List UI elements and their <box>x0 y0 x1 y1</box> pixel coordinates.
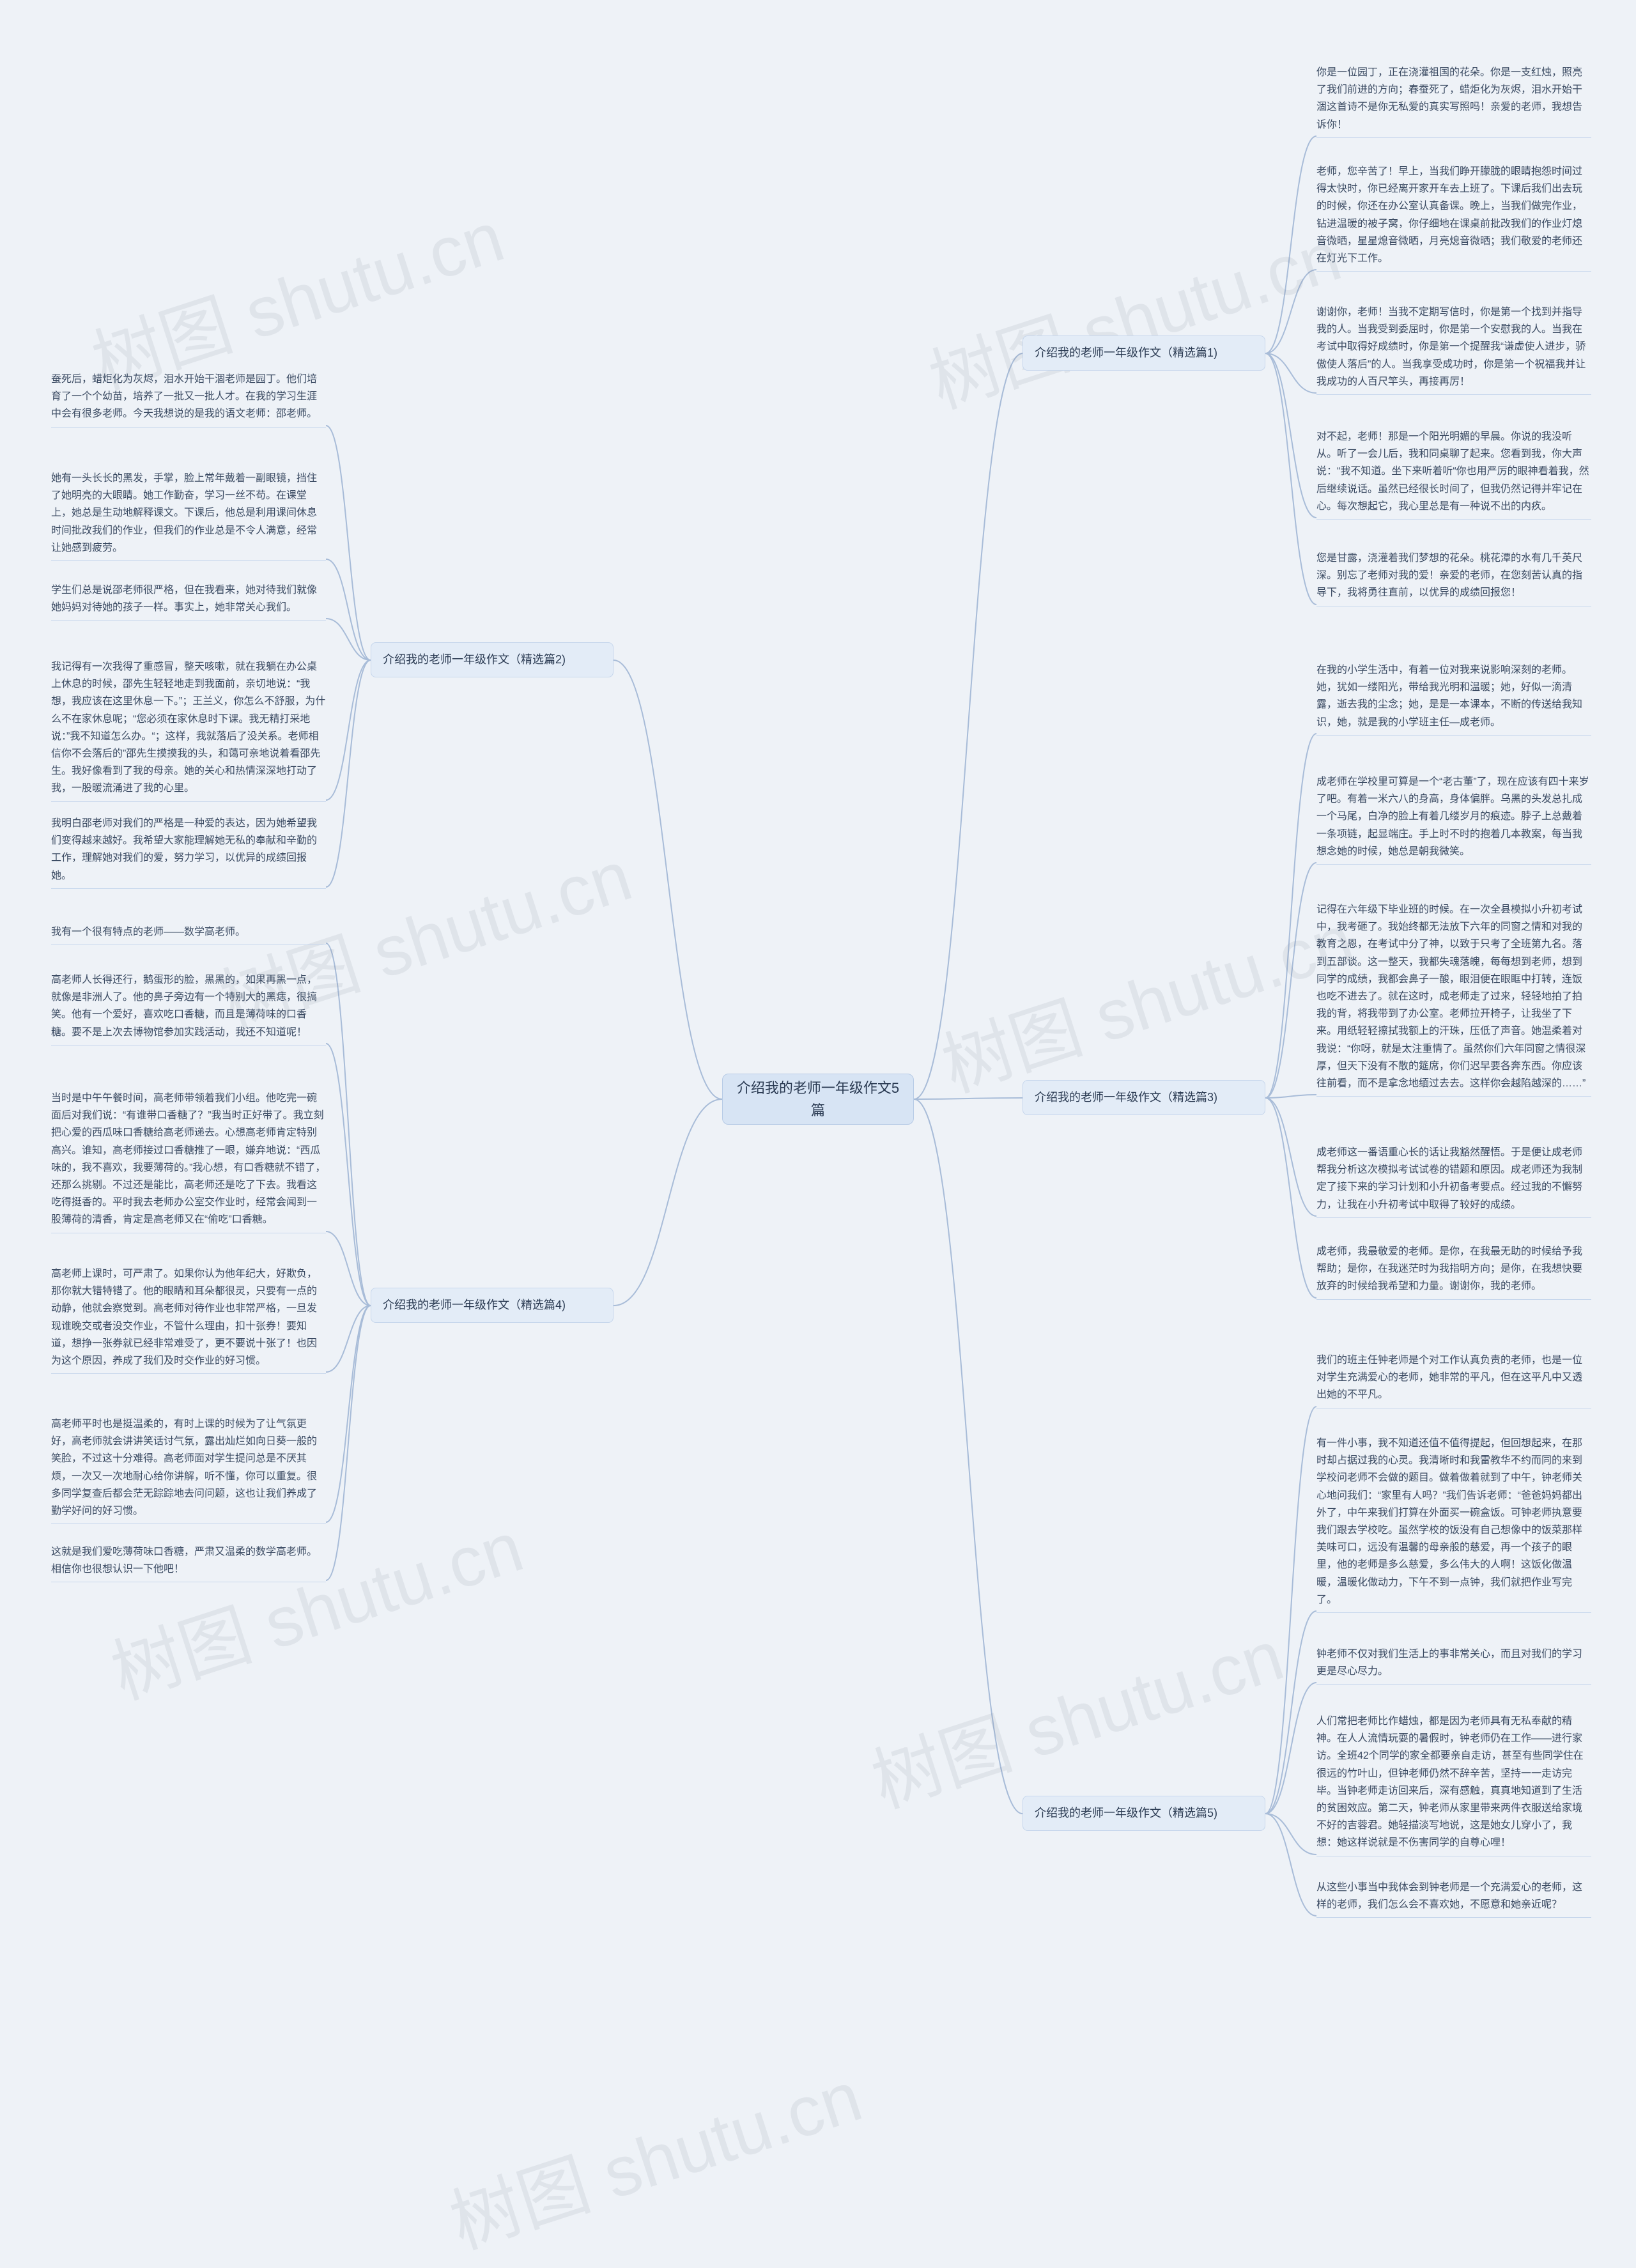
edge <box>1265 353 1316 605</box>
center-node: 介绍我的老师一年级作文5篇 <box>722 1074 914 1125</box>
leaf-node: 当时是中午午餐时间，高老师带领着我们小组。他吃完一碗面后对我们说：“有谁带口香糖… <box>51 1090 326 1233</box>
leaf-node: 您是甘露，浇灌着我们梦想的花朵。桃花潭的水有几千英尺深。别忘了老师对我的爱！亲爱… <box>1316 550 1591 606</box>
branch-node: 介绍我的老师一年级作文（精选篇4) <box>371 1288 614 1323</box>
edge <box>1265 1683 1316 1814</box>
edge <box>1265 353 1316 518</box>
edge <box>326 660 371 887</box>
branch-label: 介绍我的老师一年级作文（精选篇3) <box>1035 1088 1217 1107</box>
leaf-text: 高老师人长得还行，鹅蛋形的脸，黑黑的，如果再黑一点，就像是非洲人了。他的鼻子旁边… <box>51 975 317 1038</box>
leaf-text: 在我的小学生活中，有着一位对我来说影响深刻的老师。她，犹如一缕阳光，带给我光明和… <box>1316 665 1582 728</box>
leaf-text: 记得在六年级下毕业班的时候。在一次全县模拟小升初考试中，我考砸了。我始终都无法放… <box>1316 904 1586 1089</box>
leaf-node: 成老师，我最敬爱的老师。是你，在我最无助的时候给予我帮助；是你，在我迷茫时为我指… <box>1316 1243 1591 1300</box>
branch-label: 介绍我的老师一年级作文（精选篇2) <box>383 651 566 669</box>
leaf-text: 成老师，我最敬爱的老师。是你，在我最无助的时候给予我帮助；是你，在我迷茫时为我指… <box>1316 1246 1582 1292</box>
leaf-text: 我记得有一次我得了重感冒，整天咳嗽，就在我躺在办公桌上休息的时候，邵先生轻轻地走… <box>51 661 325 794</box>
edge <box>326 1306 371 1580</box>
leaf-text: 学生们总是说邵老师很严格，但在我看来，她对待我们就像她妈妈对待她的孩子一样。事实… <box>51 585 317 613</box>
leaf-text: 当时是中午午餐时间，高老师带领着我们小组。他吃完一碗面后对我们说：“有谁带口香糖… <box>51 1093 325 1225</box>
leaf-text: 我明白邵老师对我们的严格是一种爱的表达，因为她希望我们变得越来越好。我希望大家能… <box>51 818 317 881</box>
leaf-text: 老师，您辛苦了！早上，当我们睁开朦胧的眼睛抱怨时间过得太快时，你已经离开家开车去… <box>1316 166 1582 264</box>
watermark: 树图 shutu.cn <box>915 199 1352 428</box>
leaf-node: 我记得有一次我得了重感冒，整天咳嗽，就在我躺在办公桌上休息的时候，邵先生轻轻地走… <box>51 658 326 802</box>
leaf-node: 学生们总是说邵老师很严格，但在我看来，她对待我们就像她妈妈对待她的孩子一样。事实… <box>51 582 326 621</box>
leaf-node: 谢谢你，老师！当我不定期写信时，你是第一个找到并指导我的人。当我受到委屈时，你是… <box>1316 304 1591 395</box>
edge <box>326 1306 371 1372</box>
edge <box>1265 1611 1316 1814</box>
leaf-node: 她有一头长长的黑发，手掌，脸上常年戴着一副眼镜，挡住了她明亮的大眼睛。她工作勤奋… <box>51 470 326 561</box>
leaf-node: 高老师人长得还行，鹅蛋形的脸，黑黑的，如果再黑一点，就像是非洲人了。他的鼻子旁边… <box>51 971 326 1045</box>
edge <box>1265 863 1316 1098</box>
leaf-node: 蚕死后，蜡炬化为灰烬，泪水开始干涸老师是园丁。他们培育了一个个幼苗，培养了一批又… <box>51 371 326 428</box>
leaf-text: 这就是我们爱吃薄荷味口香糖，严肃又温柔的数学高老师。相信你也很想认识一下他吧！ <box>51 1547 317 1575</box>
branch-node: 介绍我的老师一年级作文（精选篇5) <box>1022 1796 1265 1831</box>
watermark: 树图 shutu.cn <box>858 1598 1294 1827</box>
leaf-node: 有一件小事，我不知道还值不值得提起，但回想起来，在那时却占据过我的心灵。我清晰时… <box>1316 1435 1591 1613</box>
leaf-text: 成老师这一番语重心长的话让我豁然醒悟。于是便让成老师帮我分析这次模拟考试试卷的错… <box>1316 1147 1582 1210</box>
leaf-text: 钟老师不仅对我们生活上的事非常关心，而且对我们的学习更是尽心尽力。 <box>1316 1649 1582 1677</box>
leaf-node: 在我的小学生活中，有着一位对我来说影响深刻的老师。她，犹如一缕阳光，带给我光明和… <box>1316 661 1591 736</box>
edge <box>326 1231 371 1306</box>
leaf-node: 高老师平时也是挺温柔的，有时上课的时候为了让气氛更好，高老师就会讲讲笑话讨气氛，… <box>51 1416 326 1524</box>
leaf-text: 高老师平时也是挺温柔的，有时上课的时候为了让气氛更好，高老师就会讲讲笑话讨气氛，… <box>51 1419 317 1516</box>
edge <box>1265 1407 1316 1814</box>
leaf-text: 她有一头长长的黑发，手掌，脸上常年戴着一副眼镜，挡住了她明亮的大眼睛。她工作勤奋… <box>51 473 317 553</box>
leaf-text: 您是甘露，浇灌着我们梦想的花朵。桃花潭的水有几千英尺深。别忘了老师对我的爱！亲爱… <box>1316 553 1582 598</box>
edge <box>1265 1095 1316 1098</box>
leaf-text: 我们的班主任钟老师是个对工作认真负责的老师，也是一位对学生充满爱心的老师，她非常… <box>1316 1355 1582 1400</box>
leaf-text: 谢谢你，老师！当我不定期写信时，你是第一个找到并指导我的人。当我受到委屈时，你是… <box>1316 307 1586 387</box>
branch-node: 介绍我的老师一年级作文（精选篇3) <box>1022 1080 1265 1115</box>
edge <box>914 1098 1022 1099</box>
leaf-text: 人们常把老师比作蜡烛，都是因为老师具有无私奉献的精神。在人人流情玩耍的暑假时，钟… <box>1316 1716 1584 1848</box>
leaf-node: 从这些小事当中我体会到钟老师是一个充满爱心的老师，这样的老师，我们怎么会不喜欢她… <box>1316 1879 1591 1918</box>
leaf-node: 你是一位园丁，正在浇灌祖国的花朵。你是一支红烛，照亮了我们前进的方向；春蚕死了，… <box>1316 64 1591 138</box>
edge <box>1265 1098 1316 1298</box>
leaf-node: 成老师在学校里可算是一个“老古董”了，现在应该有四十来岁了吧。有着一米六八的身高… <box>1316 773 1591 865</box>
leaf-text: 对不起，老师！那是一个阳光明媚的早晨。你说的我没听从。听了一会儿后，我和同桌聊了… <box>1316 431 1589 512</box>
leaf-text: 有一件小事，我不知道还值不值得提起，但回想起来，在那时却占据过我的心灵。我清晰时… <box>1316 1438 1582 1605</box>
edge <box>326 1306 371 1522</box>
watermark: 树图 shutu.cn <box>928 883 1364 1111</box>
leaf-text: 高老师上课时，可严肃了。如果你认为他年纪大，好欺负，那你就大错特错了。他的眼睛和… <box>51 1269 317 1366</box>
branch-node: 介绍我的老师一年级作文（精选篇2) <box>371 642 614 677</box>
leaf-text: 我有一个很有特点的老师——数学高老师。 <box>51 927 245 937</box>
leaf-node: 老师，您辛苦了！早上，当我们睁开朦胧的眼睛抱怨时间过得太快时，你已经离开家开车去… <box>1316 163 1591 272</box>
leaf-node: 这就是我们爱吃薄荷味口香糖，严肃又温柔的数学高老师。相信你也很想认识一下他吧！ <box>51 1543 326 1582</box>
leaf-node: 我有一个很有特点的老师——数学高老师。 <box>51 923 326 945</box>
leaf-node: 成老师这一番语重心长的话让我豁然醒悟。于是便让成老师帮我分析这次模拟考试试卷的错… <box>1316 1144 1591 1218</box>
edge <box>1265 353 1316 393</box>
edge <box>914 1099 1022 1814</box>
edge <box>1265 734 1316 1098</box>
leaf-node: 我们的班主任钟老师是个对工作认真负责的老师，也是一位对学生充满爱心的老师，她非常… <box>1316 1352 1591 1408</box>
edge <box>326 619 371 660</box>
edge <box>326 660 371 800</box>
branch-label: 介绍我的老师一年级作文（精选篇4) <box>383 1296 566 1315</box>
edge <box>1265 1814 1316 1916</box>
leaf-node: 人们常把老师比作蜡烛，都是因为老师具有无私奉献的精神。在人人流情玩耍的暑假时，钟… <box>1316 1713 1591 1856</box>
edge <box>1265 270 1316 353</box>
center-label: 介绍我的老师一年级作文5篇 <box>734 1077 902 1122</box>
leaf-text: 从这些小事当中我体会到钟老师是一个充满爱心的老师，这样的老师，我们怎么会不喜欢她… <box>1316 1882 1582 1910</box>
edge <box>914 353 1022 1099</box>
watermark: 树图 shutu.cn <box>436 2039 872 2268</box>
branch-node: 介绍我的老师一年级作文（精选篇1) <box>1022 336 1265 371</box>
leaf-node: 对不起，老师！那是一个阳光明媚的早晨。你说的我没听从。听了一会儿后，我和同桌聊了… <box>1316 428 1591 520</box>
edge <box>1265 136 1316 353</box>
branch-label: 介绍我的老师一年级作文（精选篇5) <box>1035 1804 1217 1823</box>
leaf-node: 钟老师不仅对我们生活上的事非常关心，而且对我们的学习更是尽心尽力。 <box>1316 1646 1591 1685</box>
edge <box>1265 1814 1316 1855</box>
edge <box>326 943 371 1306</box>
edge <box>326 559 371 660</box>
edge <box>326 426 371 660</box>
leaf-node: 记得在六年级下毕业班的时候。在一次全县模拟小升初考试中，我考砸了。我始终都无法放… <box>1316 901 1591 1097</box>
edge <box>614 1099 722 1306</box>
leaf-node: 高老师上课时，可严肃了。如果你认为他年纪大，好欺负，那你就大错特错了。他的眼睛和… <box>51 1265 326 1374</box>
leaf-text: 蚕死后，蜡炬化为灰烬，泪水开始干涸老师是园丁。他们培育了一个个幼苗，培养了一批又… <box>51 374 317 419</box>
leaf-node: 我明白邵老师对我们的严格是一种爱的表达，因为她希望我们变得越来越好。我希望大家能… <box>51 815 326 889</box>
leaf-text: 你是一位园丁，正在浇灌祖国的花朵。你是一支红烛，照亮了我们前进的方向；春蚕死了，… <box>1316 67 1582 130</box>
branch-label: 介绍我的老师一年级作文（精选篇1) <box>1035 344 1217 362</box>
edge <box>326 1044 371 1306</box>
leaf-text: 成老师在学校里可算是一个“老古董”了，现在应该有四十来岁了吧。有着一米六八的身高… <box>1316 776 1589 857</box>
edge <box>614 660 722 1099</box>
edge <box>1265 1098 1316 1216</box>
